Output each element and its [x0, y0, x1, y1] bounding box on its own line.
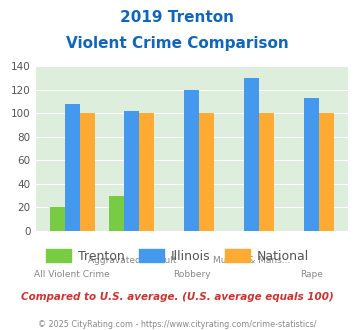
Bar: [80, 113, 94, 231]
Text: Compared to U.S. average. (U.S. average equals 100): Compared to U.S. average. (U.S. average …: [21, 292, 334, 302]
Bar: [65, 104, 80, 231]
Bar: [109, 196, 125, 231]
Bar: [184, 89, 199, 231]
Text: 2019 Trenton: 2019 Trenton: [120, 10, 235, 25]
Bar: [50, 208, 65, 231]
Bar: [259, 113, 274, 231]
Text: Murder & Mans...: Murder & Mans...: [213, 256, 290, 265]
Bar: [319, 113, 334, 231]
Text: © 2025 CityRating.com - https://www.cityrating.com/crime-statistics/: © 2025 CityRating.com - https://www.city…: [38, 320, 317, 329]
Bar: [304, 98, 319, 231]
Text: All Violent Crime: All Violent Crime: [34, 270, 110, 279]
Text: Rape: Rape: [300, 270, 323, 279]
Text: Aggravated Assault: Aggravated Assault: [88, 256, 176, 265]
Bar: [244, 78, 259, 231]
Bar: [125, 111, 140, 231]
Bar: [140, 113, 154, 231]
Bar: [199, 113, 214, 231]
Text: Violent Crime Comparison: Violent Crime Comparison: [66, 36, 289, 51]
Legend: Trenton, Illinois, National: Trenton, Illinois, National: [41, 244, 314, 268]
Text: Robbery: Robbery: [173, 270, 211, 279]
